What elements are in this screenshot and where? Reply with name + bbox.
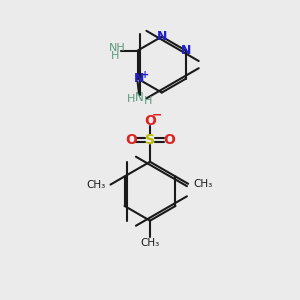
Text: N: N bbox=[157, 30, 167, 43]
Text: +: + bbox=[141, 70, 149, 80]
Text: N: N bbox=[134, 72, 144, 85]
Text: O: O bbox=[125, 133, 137, 147]
Text: CH₃: CH₃ bbox=[86, 180, 105, 190]
Text: N: N bbox=[181, 44, 191, 57]
Text: NH: NH bbox=[109, 43, 125, 53]
Text: H: H bbox=[111, 51, 120, 61]
Text: H: H bbox=[144, 96, 152, 106]
Text: O: O bbox=[163, 133, 175, 147]
Text: −: − bbox=[152, 109, 163, 122]
Text: CH₃: CH₃ bbox=[194, 179, 213, 189]
Text: N: N bbox=[135, 91, 143, 104]
Text: CH₃: CH₃ bbox=[140, 238, 160, 248]
Text: O: O bbox=[144, 114, 156, 128]
Text: H: H bbox=[127, 94, 135, 104]
Text: S: S bbox=[145, 133, 155, 147]
